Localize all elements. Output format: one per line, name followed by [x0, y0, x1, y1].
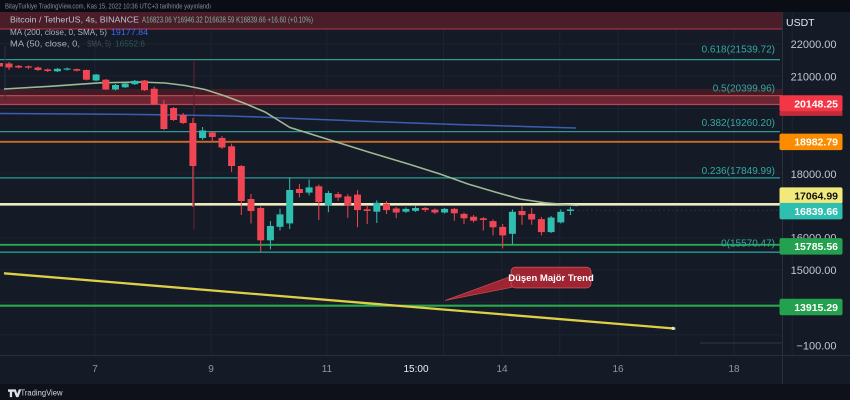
svg-text:0.5(20399.96): 0.5(20399.96) [713, 84, 775, 95]
svg-text:20148.25: 20148.25 [794, 98, 838, 110]
svg-text:0.618(21539.72): 0.618(21539.72) [702, 45, 775, 56]
svg-text:MA (200, close, 0, SMA, 5): MA (200, close, 0, SMA, 5) [10, 27, 107, 37]
svg-text:17064.99: 17064.99 [794, 191, 838, 203]
svg-text:18982.79: 18982.79 [794, 137, 838, 149]
svg-text:SMA, 5): SMA, 5) [87, 39, 111, 49]
svg-text:18000.00: 18000.00 [791, 169, 837, 181]
svg-text:0.236(17849.99): 0.236(17849.99) [702, 166, 775, 177]
svg-text:16839.66: 16839.66 [794, 206, 838, 218]
svg-text:15785.56: 15785.56 [794, 241, 838, 253]
svg-text:18: 18 [728, 364, 740, 375]
svg-text:21000.00: 21000.00 [791, 72, 837, 84]
svg-text:13915.29: 13915.29 [794, 302, 838, 314]
svg-text:TradingView: TradingView [21, 389, 63, 398]
svg-text:BitayTurkiye TradingView.com,: BitayTurkiye TradingView.com, Kas 15, 20… [5, 1, 211, 10]
svg-text:11: 11 [322, 364, 333, 375]
svg-text:Düşen Majör Trend: Düşen Majör Trend [508, 273, 594, 284]
svg-text:22000.00: 22000.00 [791, 39, 837, 51]
svg-text:USDT: USDT [786, 17, 815, 29]
svg-text:9: 9 [208, 364, 214, 375]
svg-text:16: 16 [612, 364, 624, 375]
svg-text:14: 14 [496, 364, 508, 375]
svg-text:−100.00: −100.00 [796, 340, 836, 352]
svg-text:0.382(19260.20): 0.382(19260.20) [702, 118, 775, 129]
svg-text:Bitcoin / TetherUS, 4s, BINANC: Bitcoin / TetherUS, 4s, BINANCE [10, 14, 139, 24]
svg-text:15000.00: 15000.00 [791, 265, 837, 277]
svg-text:0(15570.47): 0(15570.47) [721, 239, 775, 250]
svg-text:15:00: 15:00 [403, 364, 428, 375]
svg-text:19177.84: 19177.84 [111, 27, 148, 37]
svg-text:16552.6: 16552.6 [115, 39, 145, 49]
svg-text:7: 7 [92, 364, 98, 375]
svg-text:A16823.06 Y16946.32 D16638.59: A16823.06 Y16946.32 D16638.59 K16839.66 … [142, 14, 313, 24]
svg-text:MA (50, close, 0,: MA (50, close, 0, [10, 39, 80, 49]
